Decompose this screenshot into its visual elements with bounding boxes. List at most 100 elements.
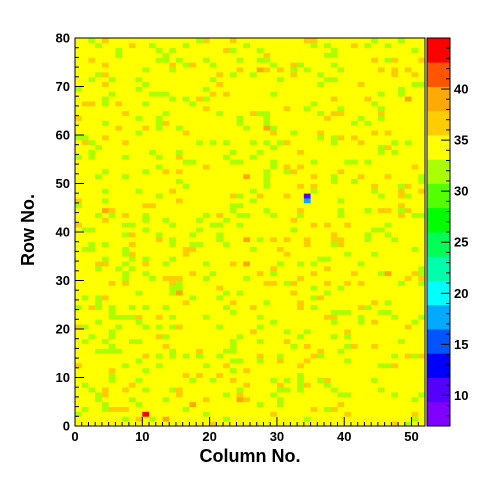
heatmap-cell xyxy=(236,202,244,209)
heatmap-cell xyxy=(290,358,298,364)
heatmap-cell xyxy=(324,304,332,310)
heatmap-cell xyxy=(236,358,244,364)
heatmap-cell xyxy=(364,348,372,354)
heatmap-cell xyxy=(202,47,211,53)
heatmap-cell xyxy=(115,212,123,218)
heatmap-cell xyxy=(324,372,332,378)
heatmap-cell xyxy=(404,246,412,252)
heatmap-cell xyxy=(115,324,123,330)
heatmap-cell xyxy=(209,280,217,286)
heatmap-cell xyxy=(223,57,231,63)
heatmap-cell xyxy=(229,42,237,49)
heatmap-cell xyxy=(122,52,130,58)
heatmap-cell xyxy=(236,324,244,330)
heatmap-cell xyxy=(189,173,197,180)
heatmap-cell xyxy=(317,125,325,131)
heatmap-cell xyxy=(283,270,291,277)
heatmap-cell xyxy=(128,421,136,427)
heatmap-cell xyxy=(371,168,379,175)
heatmap-cell xyxy=(223,280,231,286)
heatmap-cell xyxy=(330,261,338,267)
heatmap-cell xyxy=(398,125,406,131)
heatmap-cell xyxy=(350,139,359,146)
heatmap-cell xyxy=(256,86,264,92)
heatmap-cell xyxy=(108,362,116,369)
heatmap-cell xyxy=(122,62,130,68)
heatmap-cell xyxy=(398,241,406,247)
heatmap-cell xyxy=(357,101,365,107)
heatmap-cell xyxy=(236,416,244,422)
heatmap-cell xyxy=(223,115,231,121)
heatmap-cell xyxy=(276,280,285,286)
heatmap-cell xyxy=(377,333,386,340)
heatmap-cell xyxy=(128,57,136,63)
heatmap-cell xyxy=(202,207,211,213)
heatmap-cell xyxy=(128,232,136,238)
heatmap-cell xyxy=(330,178,338,184)
heatmap-cell xyxy=(391,295,399,301)
heatmap-cell xyxy=(256,222,264,228)
heatmap-cell xyxy=(330,149,338,155)
heatmap-cell xyxy=(418,348,426,354)
heatmap-cell xyxy=(229,62,237,68)
heatmap-cell xyxy=(155,304,163,310)
heatmap-cell xyxy=(95,348,103,354)
heatmap-cell xyxy=(229,110,237,116)
heatmap-cell xyxy=(142,62,150,68)
heatmap-cell xyxy=(411,392,419,398)
heatmap-cell xyxy=(411,251,419,257)
heatmap-cell xyxy=(391,212,399,218)
heatmap-cell xyxy=(350,411,359,417)
heatmap-cell xyxy=(122,96,130,102)
heatmap-cell xyxy=(229,76,237,83)
heatmap-cell xyxy=(276,202,285,209)
heatmap-cell xyxy=(324,227,332,233)
heatmap-cell xyxy=(169,251,177,257)
heatmap-cell xyxy=(317,130,325,136)
heatmap-cell xyxy=(182,212,190,218)
heatmap-cell xyxy=(310,110,318,116)
heatmap-cell xyxy=(276,367,285,374)
heatmap-cell xyxy=(149,38,157,44)
heatmap-cell xyxy=(303,67,311,73)
heatmap-cell xyxy=(236,319,244,325)
heatmap-cell xyxy=(196,251,204,257)
heatmap-cell xyxy=(337,372,345,378)
heatmap-cell xyxy=(337,76,345,83)
heatmap-cell xyxy=(189,71,197,78)
heatmap-cell xyxy=(290,57,298,63)
heatmap-cell xyxy=(364,304,372,310)
heatmap-cell xyxy=(270,343,278,349)
heatmap-cell xyxy=(263,52,271,58)
heatmap-cell xyxy=(377,207,386,213)
heatmap-cell xyxy=(182,343,190,349)
heatmap-cell xyxy=(209,256,217,262)
heatmap-cell xyxy=(250,52,258,58)
heatmap-cell xyxy=(364,188,372,194)
heatmap-cell xyxy=(256,183,264,189)
heatmap-cell xyxy=(135,421,143,427)
heatmap-cell xyxy=(101,76,110,83)
y-axis-title: Row No. xyxy=(18,194,38,266)
heatmap-cell xyxy=(303,139,311,146)
heatmap-cell xyxy=(330,421,338,427)
heatmap-cell xyxy=(250,333,258,340)
heatmap-cell xyxy=(175,144,184,150)
heatmap-cell xyxy=(95,110,103,116)
heatmap-cell xyxy=(202,338,211,344)
heatmap-cell xyxy=(189,329,197,335)
heatmap-cell xyxy=(223,295,231,301)
heatmap-cell xyxy=(350,358,359,364)
heatmap-cell xyxy=(196,280,204,286)
heatmap-cell xyxy=(297,42,305,49)
heatmap-cell xyxy=(270,202,278,209)
heatmap-cell xyxy=(263,299,271,306)
heatmap-cell xyxy=(276,232,285,238)
heatmap-cell xyxy=(223,135,231,141)
heatmap-cell xyxy=(270,139,278,146)
heatmap-cell xyxy=(337,38,345,44)
heatmap-cell xyxy=(101,125,110,131)
heatmap-cell xyxy=(324,338,332,344)
heatmap-cell xyxy=(236,154,244,160)
heatmap-cell xyxy=(297,139,305,146)
